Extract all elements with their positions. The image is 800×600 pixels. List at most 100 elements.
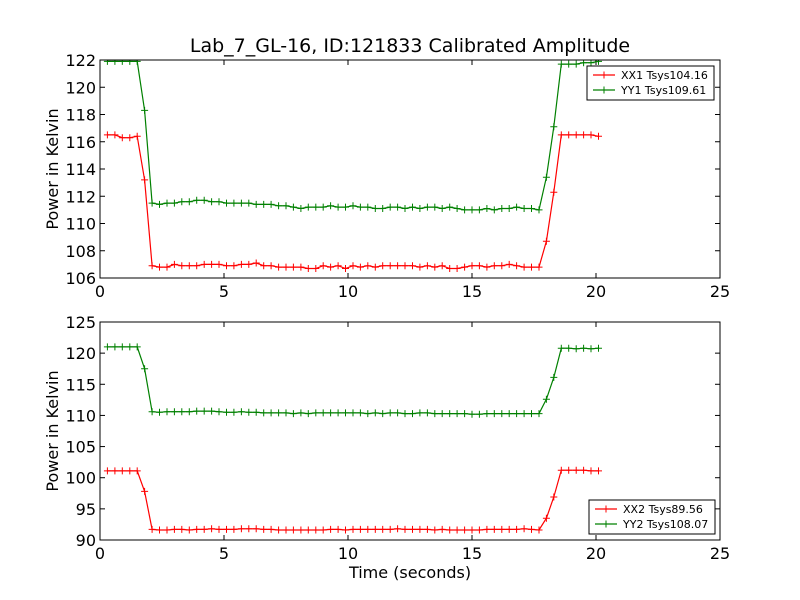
data-point xyxy=(394,262,402,270)
legend-entry: XX2 Tsys89.56 xyxy=(595,503,703,516)
y-tick-label: 95 xyxy=(76,500,96,519)
data-point xyxy=(394,203,402,211)
data-point xyxy=(133,60,141,65)
data-point xyxy=(416,205,424,212)
data-point xyxy=(230,408,238,416)
data-point xyxy=(416,263,424,271)
y-tick-label: 110 xyxy=(65,406,96,425)
data-point xyxy=(141,365,149,373)
data-point xyxy=(386,409,394,417)
data-point xyxy=(438,205,446,212)
data-point xyxy=(498,262,506,270)
data-point xyxy=(475,206,483,214)
data-point xyxy=(356,263,364,271)
data-point xyxy=(103,467,111,475)
data-point xyxy=(423,525,431,533)
data-point xyxy=(237,260,245,268)
data-point xyxy=(185,198,193,206)
data-point xyxy=(431,263,439,271)
data-point xyxy=(542,514,550,522)
data-point xyxy=(349,262,357,270)
data-point xyxy=(468,526,476,534)
data-point xyxy=(401,262,409,270)
data-point xyxy=(342,409,349,417)
data-point xyxy=(431,203,439,211)
data-point xyxy=(565,131,573,139)
x-tick-label: 20 xyxy=(586,544,606,563)
data-point xyxy=(230,525,238,533)
data-point xyxy=(103,343,111,351)
data-point xyxy=(148,199,156,207)
data-point xyxy=(289,526,297,534)
data-point xyxy=(126,60,134,65)
data-point xyxy=(252,408,260,416)
data-point xyxy=(401,525,409,533)
data-point xyxy=(312,526,320,534)
data-point xyxy=(170,260,178,268)
data-point xyxy=(178,525,186,533)
data-point xyxy=(349,409,357,417)
data-point xyxy=(461,263,469,271)
data-point xyxy=(364,203,372,211)
data-point xyxy=(505,525,513,533)
data-point xyxy=(289,203,297,211)
data-point xyxy=(498,205,506,212)
data-point xyxy=(520,205,528,212)
legend: XX1 Tsys104.16 YY1 Tsys109.61 xyxy=(586,65,715,101)
data-point xyxy=(245,525,253,533)
data-point xyxy=(185,262,193,270)
data-point xyxy=(475,262,483,270)
data-point xyxy=(319,203,327,211)
data-point xyxy=(304,265,312,272)
data-point xyxy=(535,526,543,534)
data-point xyxy=(208,525,216,533)
data-point xyxy=(133,467,141,475)
data-point xyxy=(513,410,521,418)
data-point xyxy=(453,526,461,534)
data-point xyxy=(275,526,283,534)
legend-entry: XX1 Tsys104.16 xyxy=(593,69,708,82)
data-point xyxy=(230,262,238,270)
data-point xyxy=(163,263,171,271)
data-point xyxy=(193,407,201,415)
chart-title: Lab_7_GL-16, ID:121833 Calibrated Amplit… xyxy=(190,35,630,57)
data-point xyxy=(267,525,275,533)
data-point xyxy=(282,202,290,210)
data-point xyxy=(446,526,454,534)
data-point xyxy=(111,131,119,139)
data-point xyxy=(342,203,349,211)
data-point xyxy=(111,343,119,351)
legend-marker xyxy=(602,520,610,528)
data-point xyxy=(237,199,245,207)
x-tick-label: 0 xyxy=(95,282,105,301)
data-point xyxy=(260,525,268,533)
data-point xyxy=(513,203,521,211)
data-point xyxy=(334,203,342,211)
data-point xyxy=(275,202,283,210)
y-tick-label: 118 xyxy=(65,106,96,125)
data-point xyxy=(133,132,141,140)
x-tick-label: 25 xyxy=(710,544,730,563)
data-point xyxy=(542,237,550,245)
data-point xyxy=(215,525,223,533)
data-point xyxy=(245,260,253,268)
data-point xyxy=(297,409,305,417)
data-point xyxy=(327,263,335,271)
legend-label: YY1 Tsys109.61 xyxy=(620,84,706,97)
data-point xyxy=(453,205,461,212)
data-point xyxy=(267,409,275,417)
data-point xyxy=(223,408,230,416)
x-tick-label: 10 xyxy=(338,282,358,301)
data-point xyxy=(170,199,178,207)
data-point xyxy=(230,199,238,207)
data-point xyxy=(386,525,394,533)
data-point xyxy=(468,262,476,270)
data-point xyxy=(334,262,342,270)
data-point xyxy=(416,409,424,417)
data-point xyxy=(528,410,535,418)
data-point xyxy=(438,262,446,270)
data-point xyxy=(587,131,595,139)
data-point xyxy=(438,525,446,533)
data-point xyxy=(520,263,528,271)
data-point xyxy=(490,525,498,533)
